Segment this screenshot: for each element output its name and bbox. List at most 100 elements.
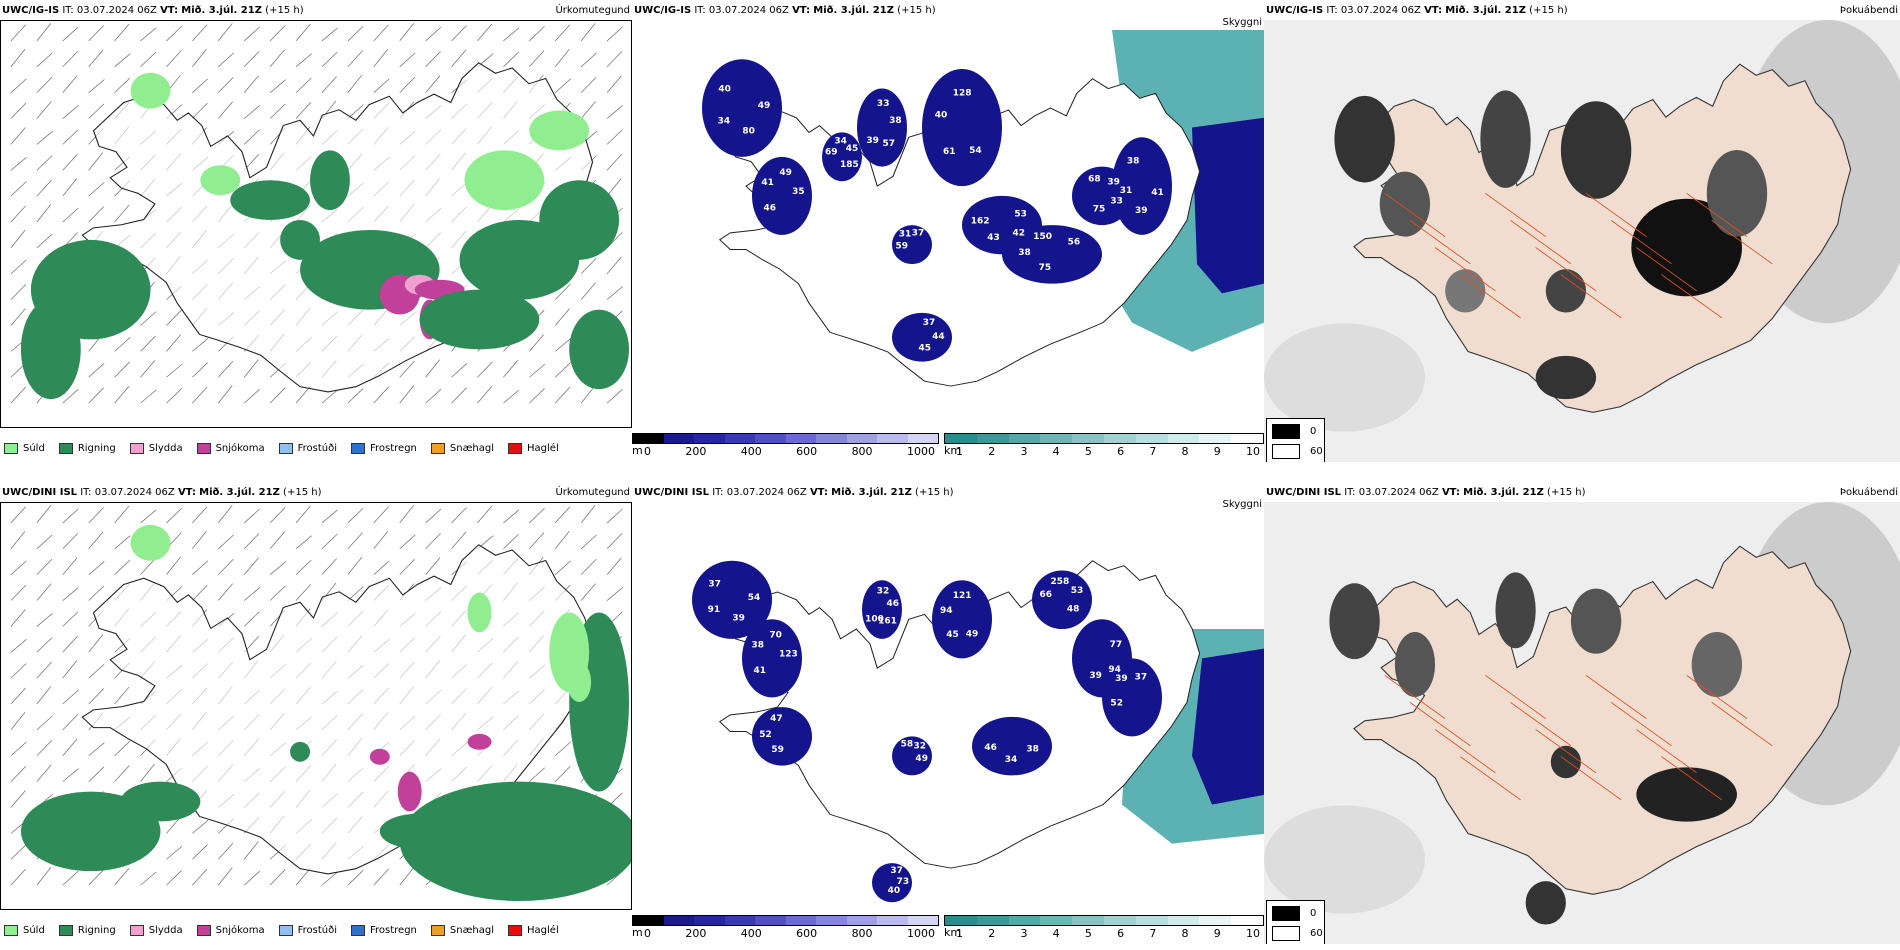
precip-legend: Súld Rigning Slydda Snjókoma Frostúði Frostre… [4,443,559,454]
wind-barb [477,361,493,378]
wind-barb [62,207,79,223]
fog-area [1379,171,1431,237]
colorbar-segment [755,916,786,925]
wind-barb [347,104,364,119]
wind-barb [606,178,622,197]
iceland-landmass [1353,63,1852,413]
visibility-value-label: 39 [1089,671,1102,681]
road-line [1409,702,1471,747]
precip-map[interactable] [0,502,632,910]
wind-barb [36,715,53,731]
wind-barb [269,507,286,524]
colorbar-segment [1008,916,1041,925]
visibility-value-label: 34 [1005,755,1018,765]
road-line [1485,192,1546,238]
model-name: UWC/IG-IS [1266,5,1324,16]
wind-barb [243,26,260,42]
colorbar-tick: 4 [1052,445,1060,458]
precip-legend: Súld Rigning Slydda Snjókoma Frostúði Frostre… [4,925,559,936]
visibility-value-label: 35 [792,187,805,197]
wind-barb [503,360,519,378]
legend-swatch [351,925,365,936]
visibility-value-label: 162 [971,217,990,227]
valid-label: VT: [809,487,828,498]
precip-legend-item: Snæhagl [430,925,494,936]
wind-barb [192,78,209,93]
wind-barb [62,870,79,886]
wind-barb [399,360,415,378]
visibility-value-label: 37 [890,866,903,876]
colorbar-tick: 6 [1117,927,1125,940]
wind-barb [10,741,27,757]
low-visibility-area [742,619,802,698]
wind-barb [477,505,493,524]
wind-barb [347,556,363,575]
wind-barb [88,531,104,550]
road-line [1384,674,1446,720]
wind-barb [62,768,79,782]
visibility-value-label: 41 [761,178,774,188]
wind-barb [192,844,208,860]
valid-time: Mið. 3.júl. 21Z [1463,487,1544,498]
legend-swatch [196,443,211,454]
wind-barb [140,360,156,378]
visibility-map[interactable]: 54 41 32 49 66 77 59 58 38 52 37 39 38 46 45 258 94 52 32 3… [632,512,1264,910]
wind-barb [114,867,130,886]
visibility-value-label: 75 [1093,205,1106,215]
wind-barb [606,129,623,145]
wind-barb [10,663,27,679]
colorbar-tick: 600 [796,927,818,940]
meter-colorbar [632,915,939,926]
wind-barb [606,105,623,119]
colorbar-tick: 4 [1052,927,1060,940]
wind-barb [269,49,285,68]
wind-barb [399,52,416,68]
precip-area [310,150,350,211]
wind-barb [554,78,571,93]
meter-colorbar-unit: m [632,444,643,457]
precip-map[interactable] [0,20,632,428]
wind-barb [114,53,131,68]
fog-map[interactable] [1264,502,1900,944]
legend-swatch [1272,424,1300,439]
wind-barb [10,386,26,404]
visibility-value-label: 150 [1033,232,1052,242]
visibility-colorbars: m 0 200 400 600 800 1000 km 1 2 3 4 5 6 7 8 9 10 [632,915,1264,941]
wind-barb [321,558,337,575]
legend-label: 60 [1310,928,1323,939]
wind-barb [269,25,286,42]
wind-barb [425,51,441,68]
panel-title: Skyggni [1222,17,1262,28]
wind-barb [10,127,26,145]
fog-map[interactable] [1264,20,1900,462]
wind-barb [606,256,622,275]
road-line [1636,247,1697,292]
wind-barb [62,738,78,757]
model-name: UWC/IG-IS [634,5,692,16]
panel-header: UWC/DINI ISL IT: 03.07.2024 06Z VT: Mið.… [1266,487,1585,499]
visibility-value-label: 39 [1115,674,1128,684]
wind-barb [347,507,364,524]
colorbar-segment [1040,916,1073,925]
visibility-value-label: 59 [771,745,784,755]
wind-barb [10,584,27,601]
fog-legend-item: 60 [1272,926,1323,941]
wind-barb [554,337,572,352]
visibility-map[interactable]: 49 46 33 54 69 53 75 68 41 59 37 80 41 38 61 34 42 38 39 39… [632,30,1264,428]
legend-swatch [4,443,18,454]
wind-barb [503,509,520,524]
road-line [1585,192,1647,238]
wind-barb [166,556,181,575]
wind-barb [529,50,545,68]
low-visibility-area [862,580,902,639]
visibility-value-label: 43 [987,233,1000,243]
visibility-value-label: 49 [779,168,792,178]
wind-barb [321,27,338,42]
precip-area [280,220,320,260]
low-visibility-area [872,863,912,903]
wind-barb [425,533,441,550]
wind-barb [373,868,389,886]
visibility-value-label: 48 [1067,605,1080,615]
road-line [1510,702,1572,747]
precip-legend-item: Haglél [508,443,559,454]
